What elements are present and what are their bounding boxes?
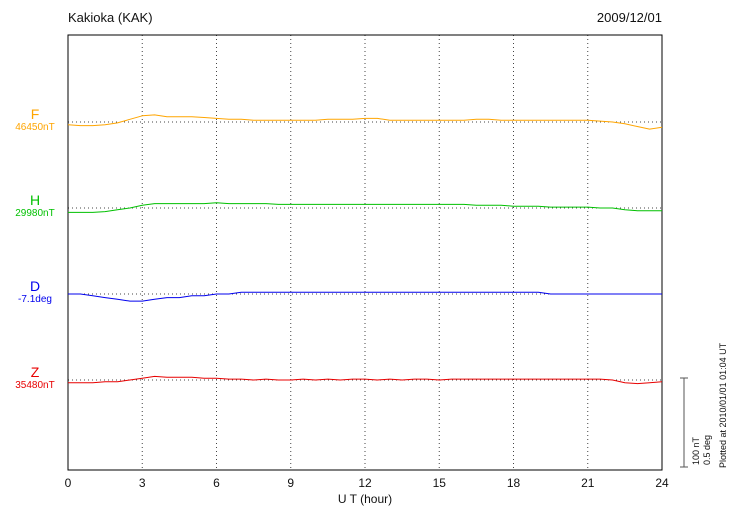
svg-text:12: 12 — [358, 476, 372, 490]
svg-text:18: 18 — [507, 476, 521, 490]
svg-text:21: 21 — [581, 476, 595, 490]
scale-bar-deg-label: 0.5 deg — [702, 434, 712, 465]
channel-baseline-d: -7.1deg — [18, 294, 52, 305]
channel-baseline-z: 35480nT — [15, 380, 55, 391]
channel-letter-h: H — [29, 192, 41, 208]
scale-bar-nt-label: 100 nT — [691, 436, 701, 465]
channel-letter-f: F — [30, 106, 40, 122]
page-title: Kakioka (KAK) — [68, 10, 153, 25]
plotted-at-note: Plotted at 2010/01/01 01:04 UT — [718, 342, 728, 468]
svg-text:6: 6 — [213, 476, 220, 490]
channel-baseline-f: 46450nT — [15, 122, 55, 133]
svg-text:9: 9 — [287, 476, 294, 490]
x-axis-label: U T (hour) — [337, 492, 393, 506]
channel-label-d: D -7.1deg — [6, 279, 64, 306]
svg-text:15: 15 — [433, 476, 447, 490]
channel-baseline-h: 29980nT — [15, 208, 55, 219]
channel-label-h: H 29980nT — [6, 193, 64, 220]
channel-letter-z: Z — [30, 364, 40, 380]
svg-text:0: 0 — [65, 476, 72, 490]
channel-letter-d: D — [29, 278, 41, 294]
channel-label-z: Z 35480nT — [6, 365, 64, 392]
svg-text:24: 24 — [655, 476, 669, 490]
plot-date: 2009/12/01 — [596, 10, 662, 25]
svg-text:3: 3 — [139, 476, 146, 490]
channel-label-f: F 46450nT — [6, 107, 64, 134]
